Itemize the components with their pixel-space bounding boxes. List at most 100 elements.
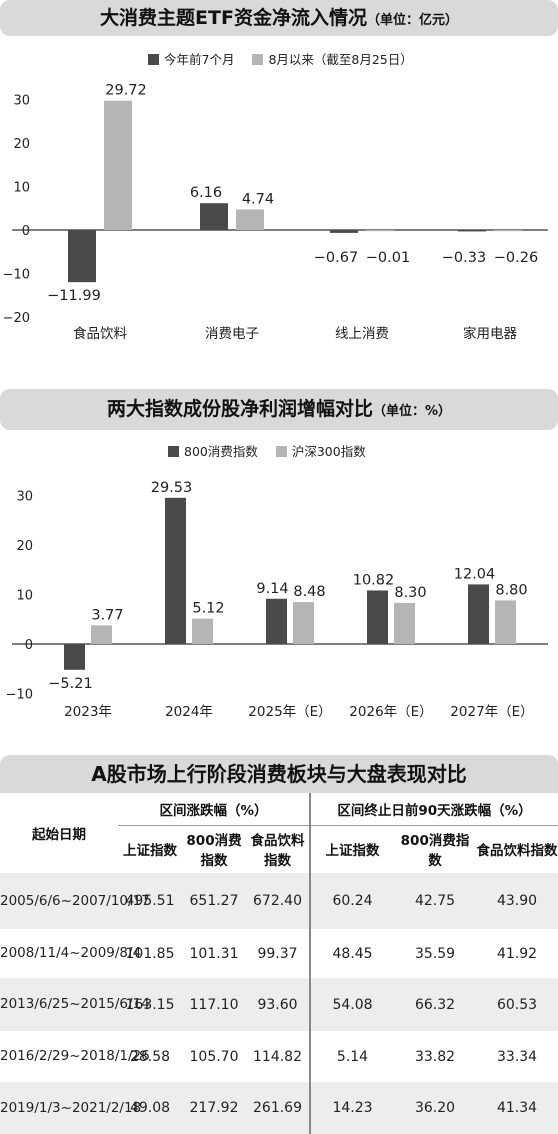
cell: 261.69 (246, 1082, 310, 1134)
chart1-bar-s1 (236, 209, 264, 230)
chart2-legend-item-1: 沪深300指数 (275, 444, 366, 459)
chart2-bar-s0 (367, 590, 388, 644)
chart1-legend-label-0: 今年前7个月 (164, 52, 235, 67)
chart2-data-label: −5.21 (48, 676, 92, 692)
cell: 28.58 (129, 1048, 171, 1065)
group-header-interval: 区间涨跌幅（%） (118, 793, 310, 826)
chart1-y-tick-label: 0 (22, 224, 30, 239)
chart2-title: 两大指数成份股净利润增幅对比 (106, 398, 373, 420)
chart1-bar-s0 (200, 203, 228, 230)
chart1-data-label: −0.67 (314, 250, 358, 266)
cell: 101.85 (125, 945, 175, 962)
chart2-legend: 800消费指数 沪深300指数 (168, 441, 380, 460)
chart1-data-label: 6.16 (190, 185, 222, 201)
chart1-bar-s0 (330, 230, 358, 233)
chart1-category-label: 食品饮料 (73, 325, 127, 342)
chart2-category-label: 2025年（E） (248, 704, 331, 720)
chart1-data-label: −0.26 (494, 250, 538, 266)
cell: 60.24 (309, 873, 394, 929)
cell: 114.82 (253, 1048, 302, 1065)
chart2-bar-s1 (495, 600, 516, 644)
table-row: 2016/2/29~2018/1/26 28.58 105.70 114.82 … (0, 1031, 558, 1082)
table-title: A股市场上行阶段消费板块与大盘表现对比 (91, 762, 467, 786)
chart2-y-tick-label: 10 (16, 589, 33, 604)
chart1-data-label: 4.74 (242, 191, 274, 207)
chart2-data-label: 9.14 (256, 581, 288, 597)
cell: 66.32 (394, 978, 476, 1031)
chart2-bar-s1 (91, 625, 112, 644)
chart1-legend-label-1: 8月以来（截至8月25日） (268, 52, 413, 67)
chart1-unit: （单位：亿元） (366, 13, 458, 28)
group-header-90days: 区间终止日前90天涨跌幅（%） (309, 793, 558, 826)
cell: 42.75 (394, 873, 476, 929)
chart2-data-label: 8.30 (394, 585, 426, 601)
row-date: 2008/11/4~2009/8/4 (0, 945, 142, 961)
chart2-bar-s0 (64, 644, 85, 670)
cell: 14.23 (309, 1082, 394, 1134)
col-header-800-2: 800消费指数 (400, 833, 470, 870)
chart1-title-bar: 大消费主题ETF资金净流入情况（单位：亿元） (0, 0, 558, 36)
cell: 33.82 (414, 1048, 456, 1065)
chart2-bar-s1 (192, 618, 213, 644)
cell: 5.14 (309, 1031, 394, 1082)
chart1-legend-swatch-0 (148, 54, 159, 65)
chart1-y-tick-label: 10 (13, 181, 30, 196)
chart2-data-label: 29.53 (151, 480, 193, 496)
chart1-y-tick-label: 20 (13, 137, 30, 152)
chart2-legend-label-0: 800消费指数 (184, 444, 258, 459)
chart2-legend-swatch-1 (275, 446, 287, 457)
chart2-category-label: 2026年（E） (349, 704, 432, 720)
row-date: 2016/2/29~2018/1/26 (0, 1048, 150, 1064)
table-row: 2019/1/3~2021/2/18 49.08 217.92 261.69 1… (0, 1082, 558, 1134)
chart1-data-label: 29.72 (105, 83, 147, 99)
chart2-category-label: 2027年（E） (450, 704, 533, 720)
chart2-category-label: 2024年 (165, 704, 213, 720)
chart2-data-label: 10.82 (353, 572, 395, 588)
chart1-bar-s1 (494, 230, 522, 232)
cell: 217.92 (182, 1082, 246, 1134)
chart2-y-tick-label: 0 (25, 638, 33, 653)
col-header-sse-2: 上证指数 (309, 825, 394, 873)
cell: 41.34 (476, 1082, 558, 1134)
cell: 105.70 (189, 1048, 239, 1065)
chart1-y-tick-label: −10 (3, 268, 30, 283)
chart1-category-label: 线上消费 (335, 326, 389, 342)
cell: 35.59 (414, 945, 456, 962)
cell: 99.37 (257, 945, 298, 962)
chart2-legend-label-1: 沪深300指数 (291, 444, 366, 459)
chart1-legend-item-0: 今年前7个月 (148, 52, 234, 67)
col-header-food-1: 食品饮料指数 (250, 833, 305, 870)
table-row: 2008/11/4~2009/8/4 101.85 101.31 99.37 4… (0, 929, 558, 978)
cell: 117.10 (182, 978, 246, 1031)
table-row: 2013/6/25~2015/6/14 163.15 117.10 93.60 … (0, 978, 558, 1031)
cell: 672.40 (246, 873, 310, 929)
row-date: 2019/1/3~2021/2/18 (0, 1082, 141, 1134)
cell: 49.08 (118, 1082, 182, 1134)
chart1-plot: 30 20 10 0 −10 −20 −11.99 29.72 食品饮料 6.16 4.74 消费电子… (3, 83, 548, 342)
cell: 163.15 (118, 978, 182, 1031)
chart1-data-label: −0.01 (366, 250, 410, 266)
chart2-data-label: 5.12 (192, 601, 224, 617)
chart2-y-tick-label: 20 (16, 539, 33, 554)
chart1-category-label: 家用电器 (463, 325, 517, 342)
chart2-data-label: 12.04 (454, 566, 496, 582)
chart2-bar-s1 (293, 602, 314, 644)
start-date-header: 起始日期 (32, 827, 86, 843)
cell: 93.60 (246, 978, 310, 1031)
chart2-category-label: 2023年 (64, 704, 112, 720)
chart2-legend-swatch-0 (168, 446, 179, 457)
chart2-title-bar: 两大指数成份股净利润增幅对比（单位：%） (0, 389, 558, 430)
chart1-data-label: −11.99 (47, 288, 101, 304)
chart2-y-tick-label: −10 (6, 688, 33, 703)
chart2-y-tick-label: 30 (16, 490, 33, 505)
chart2-plot: 30 20 10 0 −10 −5.21 3.77 2023年 29.53 5.12 2024年 9.… (6, 480, 548, 720)
cell: 43.90 (476, 873, 558, 929)
chart2-data-label: 8.48 (293, 584, 325, 600)
chart1-title: 大消费主题ETF资金净流入情况 (100, 7, 367, 29)
cell: 60.53 (476, 978, 558, 1031)
chart1-bar-s1 (104, 100, 132, 230)
chart2-bar-s0 (468, 584, 489, 644)
chart1-legend-item-1: 8月以来（截至8月25日） (252, 52, 413, 67)
chart1-bar-s0 (68, 230, 96, 283)
cell: 48.45 (309, 929, 394, 978)
